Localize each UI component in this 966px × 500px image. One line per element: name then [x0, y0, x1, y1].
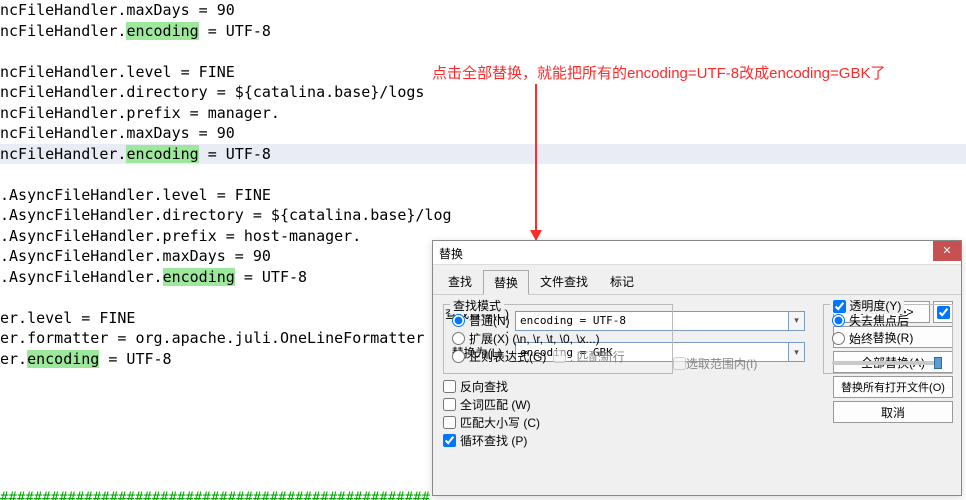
whole-word-label: 全词匹配 (W)	[460, 396, 531, 413]
transparency-legend: 透明度(Y)	[830, 297, 904, 314]
code-line-selected: ncFileHandler.encoding = UTF-8	[0, 144, 966, 165]
in-selection-row: 选取范围内(I)	[673, 355, 757, 372]
mode-regex-radio[interactable]	[452, 350, 465, 363]
dialog-titlebar[interactable]: 替换 ✕	[433, 241, 961, 265]
match-highlight: encoding	[27, 350, 99, 368]
match-case-label: 匹配大小写 (C)	[460, 414, 540, 431]
match-newline-label: . 匹配新行	[570, 348, 625, 365]
match-highlight: encoding	[163, 268, 235, 286]
code-line: ncFileHandler.prefix = manager.	[0, 103, 966, 124]
whole-word-checkbox[interactable]	[443, 398, 456, 411]
mode-normal-radio[interactable]	[452, 314, 465, 327]
trans-lostfocus-label: 失去焦点后	[849, 312, 909, 329]
slider-thumb[interactable]	[934, 357, 942, 369]
code-line: .AsyncFileHandler.level = FINE	[0, 185, 966, 206]
transparency-checkbox[interactable]	[833, 300, 846, 313]
find-history-dropdown[interactable]: ▾	[789, 311, 805, 331]
close-icon: ✕	[942, 245, 951, 257]
mode-regex-label: 正则表达式(G)	[469, 348, 546, 365]
dialog-tabs: 查找 替换 文件查找 标记	[433, 265, 961, 295]
replace-all-open-button[interactable]: 替换所有打开文件(O)	[833, 376, 953, 398]
replace-history-dropdown[interactable]: ▾	[789, 342, 805, 362]
backward-label: 反向查找	[460, 378, 508, 395]
code-line: ncFileHandler.directory = ${catalina.bas…	[0, 82, 966, 103]
mode-normal-label: 普通(N)	[469, 312, 510, 329]
mode-extended-radio[interactable]	[452, 332, 465, 345]
in-selection-label: 选取范围内(I)	[686, 355, 757, 372]
code-line	[0, 41, 966, 62]
annotation-text: 点击全部替换，就能把所有的encoding=UTF-8改成encoding=GB…	[432, 62, 885, 83]
code-line: ncFileHandler.maxDays = 90	[0, 123, 966, 144]
cancel-button[interactable]: 取消	[833, 401, 953, 423]
options-group: 反向查找 全词匹配 (W) 匹配大小写 (C) 循环查找 (P)	[443, 377, 540, 450]
tab-find-in-files[interactable]: 文件查找	[529, 269, 599, 294]
wrap-checkbox[interactable]	[443, 434, 456, 447]
transparency-slider[interactable]	[832, 361, 942, 365]
code-line: ncFileHandler.encoding = UTF-8	[0, 21, 966, 42]
tab-mark[interactable]: 标记	[599, 269, 645, 294]
replace-dialog: 替换 ✕ 查找 替换 文件查找 标记 查找目标(E) : ▾ 替换为(L) : …	[432, 240, 962, 496]
match-newline-checkbox	[553, 350, 566, 363]
code-line	[0, 164, 966, 185]
mode-extended-label: 扩展(X) (\n, \r, \t, \0, \x...)	[469, 330, 600, 347]
annotation-arrow	[535, 84, 537, 242]
match-highlight: encoding	[126, 22, 198, 40]
code-line: .AsyncFileHandler.directory = ${catalina…	[0, 205, 966, 226]
tab-replace[interactable]: 替换	[483, 270, 529, 295]
transparency-fieldset: 透明度(Y) 失去焦点后 始终	[823, 304, 953, 374]
search-mode-legend: 查找模式	[450, 297, 504, 314]
close-button[interactable]: ✕	[933, 241, 961, 261]
dialog-title: 替换	[439, 247, 463, 261]
bottom-decoration: ########################################…	[0, 490, 430, 500]
search-mode-fieldset: 查找模式 普通(N) 扩展(X) (\n, \r, \t, \0, \x...)…	[443, 304, 673, 374]
in-selection-checkbox	[673, 357, 686, 370]
trans-lostfocus-radio[interactable]	[832, 314, 845, 327]
dialog-body: 查找目标(E) : ▾ 替换为(L) : ▾ 选取范围内(I) 反向查找 全词匹…	[433, 295, 961, 378]
backward-checkbox[interactable]	[443, 380, 456, 393]
match-highlight: encoding	[126, 145, 198, 163]
tab-find[interactable]: 查找	[437, 269, 483, 294]
trans-always-label: 始终	[849, 330, 873, 347]
trans-always-radio[interactable]	[832, 332, 845, 345]
wrap-label: 循环查找 (P)	[460, 432, 527, 449]
match-case-checkbox[interactable]	[443, 416, 456, 429]
code-line: ncFileHandler.maxDays = 90	[0, 0, 966, 21]
